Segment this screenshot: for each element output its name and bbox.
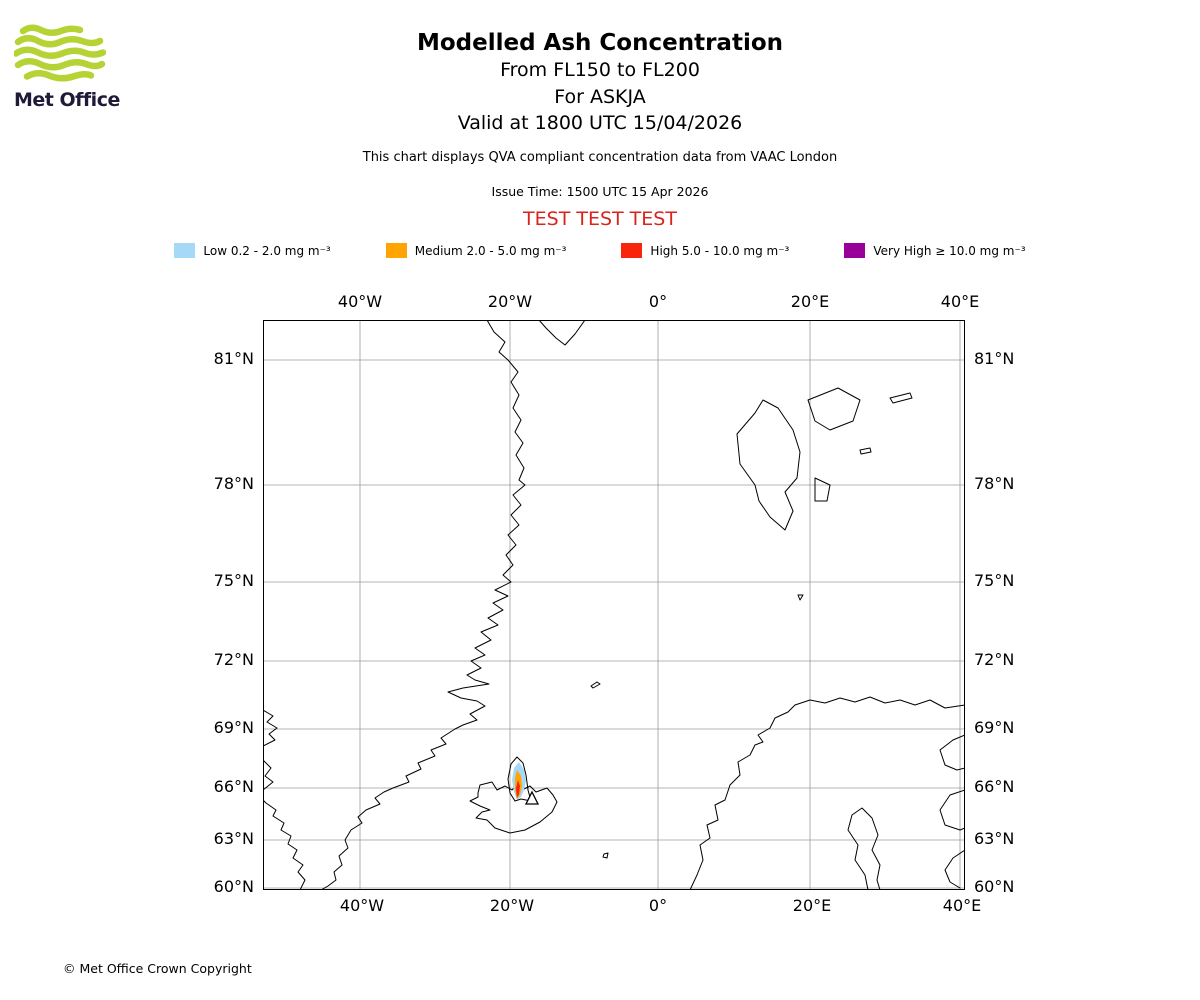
greenland-west-coastline (263, 709, 278, 747)
volcano-marker-icon (524, 790, 540, 805)
lon-label-bottom: 20°W (489, 896, 535, 915)
subtitle-flight-levels: From FL150 to FL200 (500, 59, 700, 81)
svalbard-coastline (807, 387, 861, 431)
kola-coastline (939, 734, 965, 771)
legend-label-medium: Medium 2.0 - 5.0 mg m⁻³ (414, 243, 567, 258)
lat-label-left: 78°N (213, 474, 254, 493)
lon-label-top: 20°E (790, 292, 830, 311)
legend-item-high: High 5.0 - 10.0 mg m⁻³ (621, 243, 789, 258)
kong-karls-land-island (859, 447, 872, 455)
lon-label-top: 20°W (487, 292, 533, 311)
logo-text: Met Office (14, 89, 120, 111)
lon-label-bottom: 0° (648, 896, 668, 915)
lat-label-right: 69°N (974, 718, 1015, 737)
legend-label-high: High 5.0 - 10.0 mg m⁻³ (650, 243, 790, 258)
legend-swatch-medium (385, 243, 407, 258)
lat-label-right: 72°N (974, 650, 1015, 669)
page-title: Modelled Ash Concentration (416, 30, 784, 56)
lat-label-right: 66°N (974, 777, 1015, 796)
svalbard-coastline (736, 399, 801, 531)
greenland-west-coastline (263, 759, 274, 791)
copyright-text: © Met Office Crown Copyright (63, 961, 252, 976)
lon-label-top: 40°W (337, 292, 383, 311)
greenland-coastline (320, 320, 526, 890)
lon-label-bottom: 20°E (792, 896, 832, 915)
lat-label-right: 78°N (974, 474, 1015, 493)
lat-label-left: 81°N (213, 349, 254, 368)
ash-map (263, 320, 965, 890)
legend: Low 0.2 - 2.0 mg m⁻³ Medium 2.0 - 5.0 mg… (0, 243, 1200, 258)
grid-lines (263, 320, 965, 890)
lat-label-left: 72°N (213, 650, 254, 669)
scandinavia-coastline (689, 696, 965, 890)
ash-plume (507, 756, 540, 805)
coastlines (263, 320, 965, 890)
white-sea-coastline (939, 789, 965, 831)
lat-label-left: 66°N (213, 777, 254, 796)
legend-item-medium: Medium 2.0 - 5.0 mg m⁻³ (385, 243, 567, 258)
legend-swatch-very-high (844, 243, 866, 258)
ash-contour (507, 756, 532, 802)
lat-label-left: 75°N (213, 571, 254, 590)
kvitoya-island (889, 392, 913, 404)
lat-label-left: 63°N (213, 829, 254, 848)
lon-label-bottom: 40°E (942, 896, 982, 915)
subtitle-volcano: For ASKJA (554, 85, 646, 108)
gulf-of-bothnia-coastline (847, 807, 881, 890)
legend-swatch-low (174, 243, 196, 258)
white-sea-coastline (944, 849, 965, 889)
lat-label-left: 60°N (213, 877, 254, 896)
lat-label-right: 63°N (974, 829, 1015, 848)
lon-label-bottom: 40°W (339, 896, 385, 915)
legend-item-very-high: Very High ≥ 10.0 mg m⁻³ (844, 243, 1026, 258)
subtitle-valid-time: Valid at 1800 UTC 15/04/2026 (457, 112, 743, 134)
legend-swatch-high (621, 243, 643, 258)
legend-item-low: Low 0.2 - 2.0 mg m⁻³ (174, 243, 331, 258)
header: Modelled Ash Concentration From FL150 to… (0, 30, 1200, 230)
iceland-coastline (469, 781, 558, 834)
lon-label-top: 40°E (940, 292, 980, 311)
legend-label-very-high: Very High ≥ 10.0 mg m⁻³ (873, 243, 1026, 258)
jan-mayen-island (590, 681, 601, 689)
issue-time: Issue Time: 1500 UTC 15 Apr 2026 (491, 183, 709, 199)
lat-label-right: 60°N (974, 877, 1015, 896)
lon-label-top: 0° (648, 292, 668, 311)
test-banner: TEST TEST TEST (523, 207, 677, 230)
greenland-southwest-coastline (263, 799, 306, 890)
met-office-logo: Met Office (12, 24, 124, 111)
faroe-islands (602, 852, 609, 859)
legend-label-low: Low 0.2 - 2.0 mg m⁻³ (203, 243, 331, 258)
lat-label-left: 69°N (213, 718, 254, 737)
greenland-north-coastline (538, 320, 586, 346)
lat-label-right: 81°N (974, 349, 1015, 368)
ash-plume-high (516, 780, 520, 798)
lat-label-right: 75°N (974, 571, 1015, 590)
qva-note: This chart displays QVA compliant concen… (362, 149, 838, 165)
logo-waves-icon (12, 24, 107, 82)
svalbard-coastline (814, 477, 831, 502)
map-frame (263, 320, 965, 890)
bear-island (797, 594, 804, 601)
